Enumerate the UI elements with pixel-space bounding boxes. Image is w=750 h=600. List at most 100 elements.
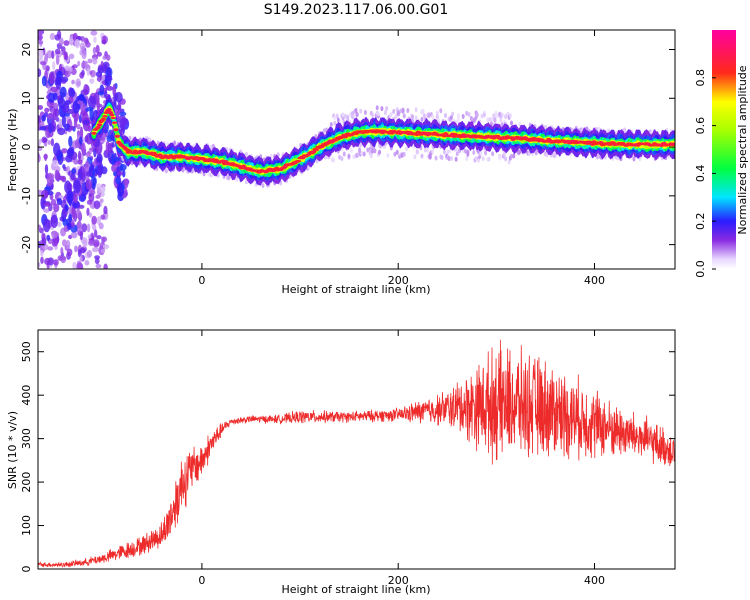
heatmap-cell xyxy=(358,147,362,153)
heatmap-cell xyxy=(353,113,357,119)
heatmap-cell xyxy=(68,126,75,131)
heatmap-cell xyxy=(56,221,62,227)
heatmap-cell xyxy=(392,108,396,114)
heatmap-cell xyxy=(73,193,78,204)
heatmap-cell xyxy=(363,110,367,116)
heatmap-cell xyxy=(46,190,54,196)
heatmap-cell xyxy=(78,114,82,124)
heatmap-cell xyxy=(86,170,94,177)
heatmap-cell xyxy=(241,164,247,168)
heatmap-cell xyxy=(38,224,42,230)
heatmap-cell xyxy=(101,248,105,254)
heatmap-cell xyxy=(66,108,75,115)
y-tick-label: 0 xyxy=(20,144,33,151)
snr-y-ticks: 0 100 200 300 400 500 xyxy=(20,341,675,573)
heatmap-cell xyxy=(375,105,379,111)
heatmap-cell xyxy=(70,173,76,181)
heatmap-cell xyxy=(77,100,84,105)
heatmap-cell xyxy=(96,186,100,197)
heatmap-cell xyxy=(41,75,47,87)
colorbar-label: Normalized spectral amplitude xyxy=(736,65,749,234)
heatmap-cell xyxy=(64,204,69,212)
heatmap-cell xyxy=(333,115,337,121)
heatmap-cell xyxy=(38,154,41,163)
heatmap-cell xyxy=(74,245,78,253)
heatmap-cell xyxy=(370,112,374,118)
heatmap-cell xyxy=(482,112,486,118)
heatmap-cell xyxy=(38,262,41,268)
heatmap-cell xyxy=(91,182,96,190)
heatmap-cell xyxy=(96,235,102,240)
heatmap-cell xyxy=(509,120,513,126)
heatmap-cell xyxy=(442,149,446,155)
heatmap-cell xyxy=(359,108,363,114)
heatmap-cell xyxy=(341,115,345,121)
heatmap-cell xyxy=(100,214,106,220)
colorbar-tick-label: 0.2 xyxy=(694,212,707,230)
heatmap-cell xyxy=(59,86,67,98)
snr-y-label: SNR (10 * v/v) xyxy=(6,411,19,489)
heatmap-cell xyxy=(341,112,345,118)
heatmap-cell xyxy=(63,65,71,71)
heatmap-cell xyxy=(96,98,100,112)
heatmap-cell xyxy=(113,128,119,132)
heatmap-cell xyxy=(512,153,516,159)
heatmap-cell xyxy=(338,154,342,160)
heatmap-cell xyxy=(62,164,66,169)
heatmap-cell xyxy=(44,164,49,175)
heatmap-cell xyxy=(39,61,47,66)
heatmap-cell xyxy=(335,113,339,119)
heatmap-cell xyxy=(486,117,490,123)
heatmap-cell xyxy=(61,239,67,247)
heatmap-cell xyxy=(427,113,431,119)
heatmap-cell xyxy=(495,113,499,119)
heatmap-cell xyxy=(102,244,110,250)
snr-panel: 0 200 400 0 100 200 300 400 500 Height of strai… xyxy=(6,329,676,596)
heatmap-cell xyxy=(43,208,50,213)
y-tick-label: 200 xyxy=(20,472,33,493)
heatmap-cell xyxy=(107,142,112,153)
heatmap-cell xyxy=(114,134,120,138)
heatmap-cell xyxy=(60,46,66,53)
heatmap-cell xyxy=(46,94,50,100)
heatmap-cell xyxy=(114,161,121,167)
heatmap-cell xyxy=(500,112,504,118)
heatmap-cell xyxy=(420,116,424,122)
heatmap-cell xyxy=(51,230,58,239)
heatmap-cell xyxy=(340,156,344,162)
heatmap-cell xyxy=(456,113,460,119)
heatmap-cell xyxy=(360,151,364,157)
heatmap-cell xyxy=(106,76,113,81)
heatmap-cell xyxy=(82,119,90,125)
heatmap-cell xyxy=(95,126,101,129)
heatmap-cell xyxy=(95,194,101,199)
heatmap-cell xyxy=(346,114,350,120)
heatmap-cell xyxy=(50,86,58,93)
heatmap-cell xyxy=(77,60,81,67)
heatmap-cell xyxy=(415,149,419,155)
heatmap-cell xyxy=(52,159,60,167)
heatmap-cell xyxy=(42,137,48,143)
heatmap-cell xyxy=(86,207,90,217)
heatmap-cell xyxy=(92,239,100,248)
heatmap-cell xyxy=(68,53,75,60)
heatmap-cell xyxy=(85,41,91,48)
heatmap-cell xyxy=(119,117,128,126)
heatmap-cell xyxy=(82,240,88,248)
colorbar-tick-label: 0.8 xyxy=(694,69,707,87)
heatmap-marks xyxy=(38,30,675,269)
heatmap-cell xyxy=(65,239,71,250)
heatmap-cell xyxy=(498,155,502,161)
heatmap-cell xyxy=(110,116,116,120)
heatmap-cell xyxy=(66,248,73,257)
heatmap-cell xyxy=(44,257,51,266)
heatmap-cell xyxy=(55,75,63,84)
heatmap-cell xyxy=(95,263,102,269)
heatmap-cell xyxy=(373,148,377,154)
heatmap-cell xyxy=(87,234,92,239)
heatmap-cell xyxy=(81,61,86,69)
heatmap-cell xyxy=(40,249,44,257)
heatmap-cell xyxy=(96,123,103,127)
heatmap-cell xyxy=(48,71,55,86)
heatmap-cell xyxy=(111,141,116,148)
